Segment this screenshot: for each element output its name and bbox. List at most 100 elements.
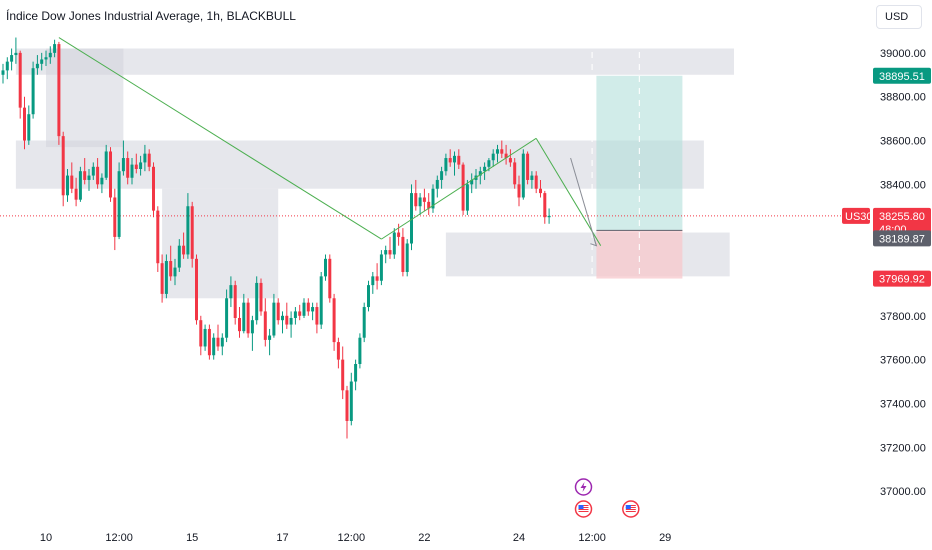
lightning-icon: [574, 478, 593, 496]
price-axis[interactable]: 39000.00 38800.00 38600.00 38400.00 37800.00…: [880, 48, 926, 498]
candle-body: [186, 206, 190, 255]
candle-body: [517, 184, 521, 198]
candle: [18, 50, 22, 119]
candle: [285, 302, 289, 329]
candle-body: [173, 267, 177, 277]
x-tick-label: 24: [513, 532, 525, 544]
candle: [539, 179, 542, 198]
candle: [302, 298, 306, 318]
chart-title: Índice Dow Jones Industrial Average, 1h,…: [6, 9, 296, 23]
target-price-text: 38895.51: [879, 71, 925, 83]
candle: [5, 57, 9, 80]
candle-body: [543, 193, 547, 218]
candle-body: [513, 162, 517, 185]
candle-body: [130, 164, 134, 178]
candle-body: [530, 175, 534, 180]
candle-body: [160, 263, 164, 294]
candle: [513, 158, 517, 189]
candle: [410, 184, 413, 251]
candle: [113, 188, 117, 251]
candle-body: [388, 250, 392, 255]
candle: [547, 208, 551, 224]
candle: [496, 144, 499, 163]
y-tick-label: 37400.00: [880, 398, 926, 410]
candle: [491, 149, 495, 167]
candle: [83, 158, 87, 185]
candle-body: [195, 258, 198, 321]
event-markers[interactable]: [574, 478, 640, 518]
candle: [448, 149, 452, 167]
trend-lines[interactable]: [58, 37, 602, 247]
candle-body: [147, 153, 151, 167]
candle-body: [379, 254, 383, 281]
candle: [246, 298, 250, 338]
candle-body: [349, 381, 353, 421]
candle: [233, 280, 237, 325]
candle-body: [461, 164, 465, 211]
candle: [182, 232, 186, 259]
x-tick-label: 12:00: [105, 532, 133, 544]
candle-body: [272, 302, 276, 336]
candle-body: [418, 197, 422, 207]
symbol-tag-text: US30: [845, 211, 873, 223]
candle: [96, 158, 100, 189]
candle: [315, 302, 319, 334]
candle-body: [35, 63, 39, 69]
candle: [431, 184, 435, 213]
candle-body: [44, 57, 48, 60]
candle: [367, 280, 370, 312]
candle-body: [306, 302, 310, 312]
candle: [164, 254, 168, 299]
candle: [508, 149, 512, 167]
candle: [203, 324, 207, 351]
candle: [324, 254, 327, 281]
candle-body: [91, 166, 95, 176]
us-flag-icon-canton: [625, 505, 631, 509]
candle-body: [121, 158, 125, 172]
candle: [543, 190, 547, 224]
candle: [384, 245, 388, 264]
candle: [199, 315, 203, 356]
trend-line: [58, 37, 382, 240]
candle-body: [508, 158, 512, 163]
us-flag-icon-stripe: [578, 511, 589, 512]
candle-body: [448, 158, 452, 163]
candle-body: [422, 197, 426, 202]
y-tick-label: 37200.00: [880, 442, 926, 454]
candle-body: [293, 311, 297, 318]
candle-body: [225, 298, 229, 338]
candle-body: [31, 68, 35, 115]
candle-body: [289, 317, 293, 325]
candle: [35, 55, 39, 75]
candle: [504, 144, 508, 165]
candle-body: [367, 285, 370, 308]
candle-body: [177, 245, 181, 268]
candle-body: [139, 162, 143, 169]
candle-body: [164, 261, 168, 294]
candle-body: [358, 337, 362, 365]
candle-body: [336, 342, 340, 360]
currency-selector-button[interactable]: USD: [876, 5, 922, 29]
candle-body: [83, 171, 87, 180]
candle: [242, 293, 246, 334]
candle: [130, 158, 134, 185]
candle-body: [487, 160, 491, 167]
candle: [225, 289, 229, 343]
candle-body: [491, 153, 495, 161]
candle: [358, 333, 362, 369]
candle-body: [444, 158, 448, 172]
y-tick-label: 37600.00: [880, 355, 926, 367]
candle-body: [328, 258, 332, 299]
candle: [272, 293, 276, 338]
candle: [173, 258, 177, 286]
time-axis[interactable]: 10 12:00 15 17 12:00 22 24 12:00 29: [40, 532, 671, 544]
candle: [10, 48, 14, 71]
candle-body: [401, 236, 405, 272]
candle: [44, 50, 48, 67]
candle-body: [268, 335, 272, 340]
trend-line: [535, 138, 602, 246]
candle: [306, 298, 310, 316]
candle: [53, 39, 57, 58]
candle-body: [57, 44, 61, 137]
